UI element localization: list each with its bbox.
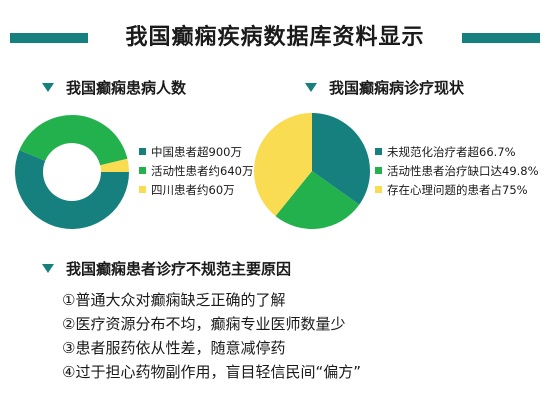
triangle-bullet-icon <box>305 83 317 92</box>
pie-slice-2 <box>275 171 360 229</box>
legend-label: 活动性患者治疗缺口达49.8% <box>387 164 539 178</box>
title-decoration-left <box>10 33 88 43</box>
legend-swatch <box>139 167 146 174</box>
pie-slice-3 <box>254 113 312 217</box>
reason-item: ④过于担心药物副作用，盲目轻信民间“偏方” <box>62 363 361 381</box>
reason-item: ②医疗资源分布不均，癫痫专业医师数量少 <box>62 315 346 333</box>
legend-label: 中国患者超900万 <box>151 145 242 159</box>
legend-swatch <box>375 148 382 155</box>
legend-swatch <box>139 148 146 155</box>
legend-label: 四川患者约60万 <box>151 183 235 197</box>
legend-label: 活动性患者约640万 <box>151 164 254 178</box>
section-heading-treatment: 我国癫痫病诊疗现状 <box>305 78 464 98</box>
section-heading-reasons: 我国癫痫患者诊疗不规范主要原因 <box>42 259 291 279</box>
triangle-bullet-icon <box>42 264 54 273</box>
pie-slice-2 <box>19 115 128 166</box>
reasons-list: ①普通大众对癫痫缺乏正确的了解 ②医疗资源分布不均，癫痫专业医师数量少 ③患者服… <box>62 288 361 384</box>
triangle-bullet-icon <box>42 83 54 92</box>
section-heading-patients-text: 我国癫痫患病人数 <box>66 79 187 97</box>
pie-slice-3 <box>100 158 129 172</box>
legend-item: 未规范化治疗者超66.7% <box>375 143 539 162</box>
legend-label: 存在心理问题的患者占75% <box>387 183 528 197</box>
legend-item: 活动性患者约640万 <box>139 162 253 181</box>
reason-item: ③患者服药依从性差，随意减停药 <box>62 339 286 357</box>
section-heading-treatment-text: 我国癫痫病诊疗现状 <box>329 79 465 97</box>
section-heading-reasons-text: 我国癫痫患者诊疗不规范主要原因 <box>66 260 292 278</box>
patients-legend: 中国患者超900万 活动性患者约640万 四川患者约60万 <box>139 143 253 200</box>
treatment-legend: 未规范化治疗者超66.7% 活动性患者治疗缺口达49.8% 存在心理问题的患者占75… <box>375 143 539 200</box>
page-title: 我国癫痫疾病数据库资料显示 <box>125 25 425 50</box>
reason-item: ①普通大众对癫痫缺乏正确的了解 <box>62 291 286 309</box>
legend-swatch <box>139 186 146 193</box>
legend-item: 活动性患者治疗缺口达49.8% <box>375 162 539 181</box>
legend-item: 存在心理问题的患者占75% <box>375 181 539 200</box>
legend-item: 四川患者约60万 <box>139 181 253 200</box>
legend-item: 中国患者超900万 <box>139 143 253 162</box>
treatment-pie-chart <box>254 113 370 229</box>
legend-swatch <box>375 186 382 193</box>
pie-slice-1 <box>312 113 370 205</box>
title-decoration-right <box>462 33 540 43</box>
title-bar: 我国癫痫疾病数据库资料显示 <box>0 22 550 54</box>
pie-slice-1 <box>14 150 130 230</box>
legend-label: 未规范化治疗者超66.7% <box>387 145 516 159</box>
patients-donut-chart <box>14 115 130 230</box>
section-heading-patients: 我国癫痫患病人数 <box>42 78 186 98</box>
legend-swatch <box>375 167 382 174</box>
